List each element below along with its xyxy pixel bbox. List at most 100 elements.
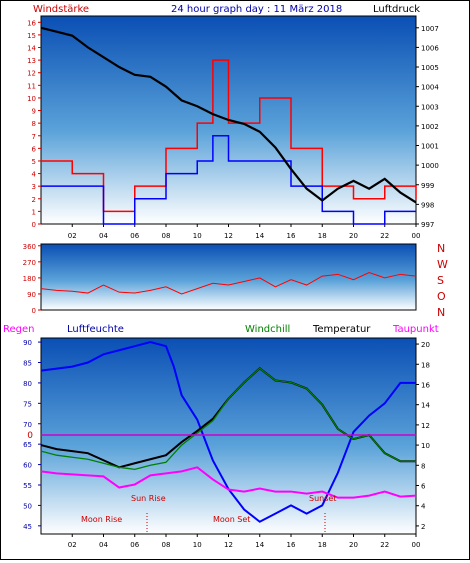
- wind-tick-label: 4: [32, 171, 37, 179]
- series-line-wind-mean: [41, 135, 416, 225]
- compass-label: N: [437, 242, 445, 255]
- x-tick-label: 18: [318, 232, 327, 240]
- wind-tick-label: 13: [27, 57, 36, 65]
- x-tick-label: 06: [130, 232, 139, 240]
- x-tick-label: 00: [412, 232, 421, 240]
- humidity-tick-label: 80: [23, 380, 32, 388]
- x-tick-label: 16: [287, 232, 296, 240]
- humidity-tick-label: 70: [23, 421, 32, 429]
- page-title: 24 hour graph day : 11 März 2018: [171, 4, 342, 15]
- series-line-luftfeuchte: [40, 341, 416, 523]
- x-tick-label: 14: [255, 541, 264, 549]
- compass-label: O: [437, 290, 446, 303]
- wind-tick-label: 5: [32, 158, 36, 166]
- temperature-y-ticks: 2 4 6 8 10 12 14 16 18 20: [416, 341, 430, 531]
- wind-tick-label: 14: [27, 45, 36, 53]
- x-tick-label: 08: [162, 541, 171, 549]
- temperature-tick-label: 2: [421, 523, 425, 531]
- pressure-tick-label: 998: [421, 201, 434, 209]
- sun-rise-label: Sun Rise: [131, 494, 166, 503]
- temperature-tick-label: 10: [421, 442, 430, 450]
- temperature-tick-label: 6: [421, 483, 426, 491]
- temperature-humidity-plot-area: [40, 337, 417, 535]
- direction-tick-label: 90: [27, 291, 36, 299]
- x-tick-label: 02: [68, 541, 77, 549]
- zero-marker: 0: [27, 431, 33, 441]
- moon-set-label: Moon Set: [213, 515, 250, 524]
- pressure-tick-label: 1005: [421, 64, 439, 72]
- temperature-humidity-series: [40, 341, 417, 523]
- temperature-x-ticks: 02 04 06 08 10 12 14 16 18 20 22 00: [68, 534, 420, 549]
- humidity-tick-label: 85: [23, 360, 32, 368]
- wind-tick-label: 9: [32, 108, 36, 116]
- series-line-windstärke: [41, 59, 417, 213]
- wind-tick-label: 3: [32, 183, 36, 191]
- pressure-tick-label: 1001: [421, 143, 439, 151]
- humidity-tick-label: 50: [23, 502, 32, 510]
- x-tick-label: 02: [68, 232, 77, 240]
- wind-tick-label: 15: [27, 32, 36, 40]
- wind-tick-label: 10: [27, 95, 36, 103]
- legend-taupunkt: Taupunkt: [392, 324, 439, 335]
- wind-tick-label: 1: [32, 208, 36, 216]
- legend-temperatur: Temperatur: [312, 324, 371, 335]
- temperature-tick-label: 12: [421, 422, 430, 430]
- legend-windchill: Windchill: [245, 324, 290, 335]
- x-tick-label: 18: [318, 541, 327, 549]
- wind-tick-label: 8: [32, 120, 36, 128]
- pressure-tick-label: 1000: [421, 162, 439, 170]
- x-tick-label: 08: [162, 232, 171, 240]
- temperature-tick-label: 18: [421, 361, 430, 369]
- series-line-windchill: [40, 367, 416, 471]
- temperature-tick-label: 8: [421, 462, 425, 470]
- pressure-y-ticks: 997 998 999 1000 1001 1002 1003 1004 1005 1006 100…: [416, 25, 439, 229]
- x-tick-label: 12: [224, 232, 233, 240]
- humidity-tick-label: 55: [23, 482, 32, 490]
- pressure-tick-label: 1002: [421, 123, 439, 131]
- compass-label: W: [437, 258, 448, 271]
- pressure-tick-label: 1004: [421, 84, 439, 92]
- x-tick-label: 10: [193, 232, 202, 240]
- series-line-luftdruck: [40, 26, 417, 204]
- wind-pressure-series: [40, 26, 417, 225]
- legend-regen: Regen: [3, 324, 35, 335]
- wind-x-ticks: 02 04 06 08 10 12 14 16 18 20 22 00: [68, 224, 421, 240]
- x-tick-label: 12: [224, 541, 233, 549]
- wind-tick-label: 12: [27, 70, 36, 78]
- humidity-tick-label: 75: [23, 400, 32, 408]
- temperature-tick-label: 4: [421, 503, 426, 511]
- series-line-wind-direction: [40, 272, 417, 295]
- wind-tick-label: 0: [32, 221, 36, 229]
- x-tick-label: 16: [287, 541, 296, 549]
- temperature-tick-label: 16: [421, 381, 430, 389]
- temperature-tick-label: 20: [421, 341, 430, 349]
- x-tick-label: 04: [99, 541, 108, 549]
- x-tick-label: 22: [380, 541, 389, 549]
- wind-tick-label: 16: [27, 19, 36, 27]
- x-tick-label: 04: [99, 232, 108, 240]
- x-tick-label: 10: [193, 541, 202, 549]
- wind-tick-label: 2: [32, 196, 36, 204]
- moon-rise-label: Moon Rise: [81, 515, 122, 524]
- temperature-tick-label: 14: [421, 402, 430, 410]
- pressure-tick-label: 1007: [421, 25, 439, 33]
- humidity-tick-label: 60: [23, 462, 32, 470]
- humidity-y-ticks: 45 50 55 60 65 70 75 80 85 90: [23, 339, 41, 531]
- x-tick-label: 20: [349, 541, 358, 549]
- wind-direction-plot-area: [40, 243, 417, 311]
- direction-tick-label: 0: [32, 307, 36, 315]
- x-tick-label: 20: [349, 232, 358, 240]
- x-tick-label: 22: [380, 232, 389, 240]
- compass-label: S: [437, 274, 444, 287]
- humidity-tick-label: 65: [23, 441, 32, 449]
- x-tick-label: 06: [130, 541, 139, 549]
- direction-tick-label: 360: [23, 243, 36, 251]
- direction-tick-label: 270: [23, 259, 36, 267]
- pressure-tick-label: 997: [421, 221, 434, 229]
- wind-axis-label: Windstärke: [33, 4, 89, 15]
- wind-direction-series: [40, 272, 417, 295]
